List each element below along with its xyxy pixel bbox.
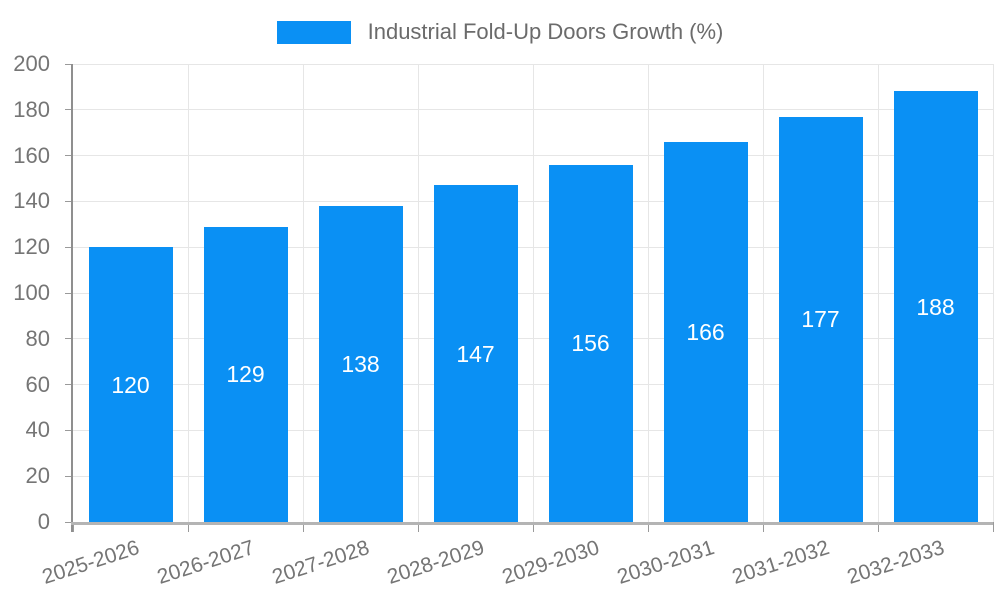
- bar: [203, 226, 288, 522]
- y-axis-line: [71, 64, 73, 532]
- y-axis-tick-label: 120: [13, 234, 50, 260]
- x-gridline: [187, 64, 189, 522]
- y-axis-tick: [65, 109, 73, 111]
- x-gridline: [417, 64, 419, 522]
- x-axis-tick: [417, 522, 419, 532]
- y-axis-tick: [65, 384, 73, 386]
- x-axis-tick: [762, 522, 764, 532]
- x-axis-tick: [877, 522, 879, 532]
- bar-value-label: 166: [686, 318, 725, 345]
- y-axis-tick-label: 80: [25, 325, 50, 351]
- bar-value-label: 177: [801, 306, 840, 333]
- bar: [778, 116, 863, 522]
- bar: [318, 205, 403, 522]
- chart-legend: Industrial Fold-Up Doors Growth (%): [0, 17, 1000, 47]
- bar-value-label: 156: [571, 330, 610, 357]
- y-axis-tick: [65, 155, 73, 157]
- y-axis-tick-label: 20: [25, 463, 50, 489]
- y-axis-tick: [65, 292, 73, 294]
- y-axis-tick: [65, 475, 73, 477]
- y-axis-tick-label: 180: [13, 96, 50, 122]
- x-gridline: [877, 64, 879, 522]
- x-axis-tick: [532, 522, 534, 532]
- y-axis-tick-label: 160: [13, 142, 50, 168]
- x-gridline: [532, 64, 534, 522]
- y-axis-tick: [65, 429, 73, 431]
- y-axis-tick: [65, 338, 73, 340]
- bar: [893, 91, 978, 522]
- y-axis-tick: [65, 246, 73, 248]
- x-axis-tick: [302, 522, 304, 532]
- x-axis-tick: [992, 522, 994, 532]
- y-axis-tick-label: 200: [13, 51, 50, 76]
- x-gridline: [762, 64, 764, 522]
- x-gridline: [302, 64, 304, 522]
- y-axis-tick: [65, 63, 73, 65]
- legend-label: Industrial Fold-Up Doors Growth (%): [367, 19, 724, 44]
- y-axis-tick-label: 140: [13, 188, 50, 214]
- bar: [663, 141, 748, 522]
- bar-value-label: 120: [111, 371, 150, 398]
- x-axis-tick: [647, 522, 649, 532]
- x-gridline: [992, 64, 994, 522]
- bar-value-label: 188: [916, 293, 955, 320]
- y-axis-tick-label: 0: [37, 509, 50, 534]
- y-axis-tick-label: 100: [13, 280, 50, 305]
- y-axis-tick-label: 60: [25, 371, 50, 397]
- y-axis-tick: [65, 521, 73, 523]
- x-gridline: [647, 64, 649, 522]
- x-axis-tick: [187, 522, 189, 532]
- bar-value-label: 129: [226, 361, 265, 388]
- y-axis-tick: [65, 200, 73, 202]
- y-axis-tick-label: 40: [25, 417, 50, 443]
- x-axis-tick: [72, 522, 74, 532]
- bar: [548, 164, 633, 522]
- bar: [433, 185, 518, 522]
- bar-value-label: 138: [341, 350, 380, 377]
- bar-value-label: 147: [456, 340, 495, 367]
- x-axis-line: [71, 522, 993, 525]
- bar: [88, 247, 173, 522]
- legend-swatch: [276, 20, 351, 44]
